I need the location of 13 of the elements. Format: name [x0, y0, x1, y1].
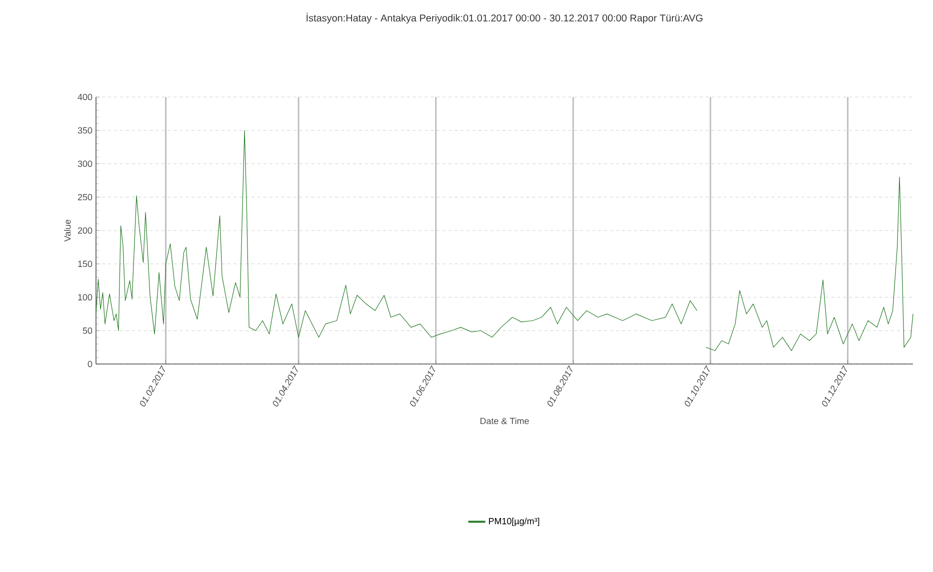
y-tick-label: 50 — [82, 327, 92, 334]
y-tick-label: 100 — [78, 294, 92, 300]
legend-label: PM10[µg/m³] — [488, 518, 540, 526]
y-tick-label: 200 — [78, 227, 92, 234]
y-tick-label: 300 — [78, 160, 92, 167]
x-axis-title: Date & Time — [480, 418, 529, 424]
chart-title: İstasyon:Hatay - Antakya Periyodik:01.01.2017 00:00 - 30.12.2017 00:00 Rapor Türü:AVG — [306, 12, 702, 24]
y-axis-title: Value — [64, 220, 71, 242]
y-tick-label: 0 — [88, 360, 92, 368]
y-tick-label: 350 — [78, 127, 92, 134]
y-tick-label: 400 — [78, 94, 92, 100]
y-tick-label: 250 — [78, 194, 92, 200]
y-tick-label: 150 — [78, 260, 92, 268]
